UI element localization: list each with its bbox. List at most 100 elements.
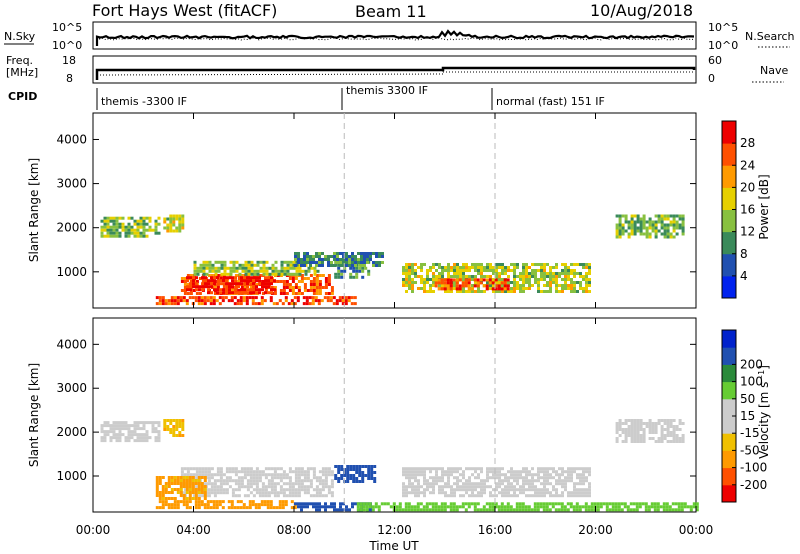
power-cell: [234, 276, 237, 280]
power-cell: [630, 226, 634, 230]
vel-cell: [112, 430, 116, 434]
power-cell: [136, 219, 140, 223]
power-cell: [495, 266, 498, 269]
power-cell: [459, 269, 462, 272]
power-cell: [522, 272, 525, 275]
vel-cell: [157, 424, 161, 428]
vel-cell: [368, 505, 372, 509]
vel-cell: [240, 476, 244, 480]
vel-cell: [272, 506, 276, 510]
power-cell: [318, 289, 322, 292]
power-cell: [218, 302, 222, 306]
vel-cell: [408, 491, 411, 495]
vel-cell: [435, 467, 438, 471]
vel-cell: [106, 421, 110, 425]
power-cell: [497, 287, 501, 291]
vel-cell: [494, 502, 498, 506]
vel-cell: [219, 491, 223, 495]
vel-cell: [516, 488, 519, 492]
power-cell: [344, 302, 348, 306]
power-cell: [208, 260, 212, 264]
vel-cell: [282, 476, 286, 480]
vel-cell: [653, 502, 657, 506]
power-cell: [312, 258, 315, 261]
power-cell: [181, 217, 185, 221]
vel-cell: [367, 468, 371, 471]
vel-cell: [300, 479, 304, 483]
vel-cell: [522, 479, 525, 483]
vel-cell: [297, 488, 301, 492]
power-cell: [615, 214, 619, 218]
power-cell: [223, 269, 227, 273]
vel-cell: [359, 505, 363, 509]
power-cell: [516, 284, 519, 287]
vel-cell: [471, 482, 474, 486]
vel-cell: [212, 503, 216, 507]
vel-cell: [534, 494, 537, 498]
power-cell: [202, 266, 206, 270]
vel-cell: [695, 505, 699, 509]
vel-cell: [605, 508, 609, 512]
vel-cell: [185, 506, 189, 510]
vel-cell: [188, 479, 192, 482]
vel-cell: [115, 436, 119, 440]
y-tick-label: 3000: [56, 177, 87, 191]
vel-cell: [136, 439, 140, 443]
vel-cell: [579, 479, 582, 483]
vel-cell: [515, 505, 519, 509]
power-cell: [243, 279, 246, 283]
vel-cell: [440, 505, 444, 509]
power-cell: [510, 290, 513, 293]
vel-cell: [489, 494, 492, 498]
vel-cell: [480, 491, 483, 495]
vel-cell: [551, 502, 555, 506]
vel-cell: [195, 467, 199, 471]
power-cell: [291, 292, 295, 295]
vel-cell: [555, 482, 558, 486]
power-cell: [585, 284, 588, 287]
power-cell: [189, 282, 192, 286]
vel-cell: [167, 485, 171, 488]
power-cell: [489, 287, 492, 290]
vel-cell: [570, 479, 573, 483]
vel-cell: [249, 479, 253, 483]
power-cell: [645, 229, 649, 233]
vel-cell: [494, 505, 498, 509]
power-cell: [115, 231, 119, 235]
vel-cell: [528, 485, 531, 489]
power-cell: [100, 231, 104, 235]
vel-cell: [294, 502, 297, 506]
vel-cell: [237, 494, 241, 498]
power-cell: [486, 281, 489, 284]
vel-cell: [551, 505, 555, 509]
power-cell: [462, 269, 465, 272]
power-cell: [453, 269, 456, 272]
vel-cell: [627, 434, 631, 437]
power-cell: [615, 226, 619, 230]
power-cell: [339, 252, 342, 255]
vel-cell: [651, 431, 655, 434]
vel-cell: [447, 482, 450, 486]
power-cell: [414, 272, 417, 275]
nsky-trace: [95, 29, 695, 46]
power-cell: [411, 266, 414, 269]
vel-cell: [270, 476, 274, 480]
vel-cell: [669, 422, 673, 425]
power-cell: [633, 226, 637, 230]
power-cell: [315, 289, 319, 292]
power-cell: [196, 266, 200, 270]
vel-cell: [291, 494, 295, 498]
power-cell: [261, 280, 265, 283]
power-cell: [334, 260, 338, 264]
vel-cell: [677, 502, 681, 506]
vel-cell: [432, 479, 435, 483]
colorbar-swatch: [722, 275, 736, 299]
power-cell: [675, 232, 679, 236]
power-cell: [543, 266, 546, 269]
vel-cell: [620, 502, 624, 506]
vel-cell: [255, 467, 259, 471]
vel-cell: [455, 508, 459, 512]
vel-cell: [246, 494, 250, 498]
vel-cell: [513, 470, 516, 474]
vel-cell: [675, 434, 679, 437]
